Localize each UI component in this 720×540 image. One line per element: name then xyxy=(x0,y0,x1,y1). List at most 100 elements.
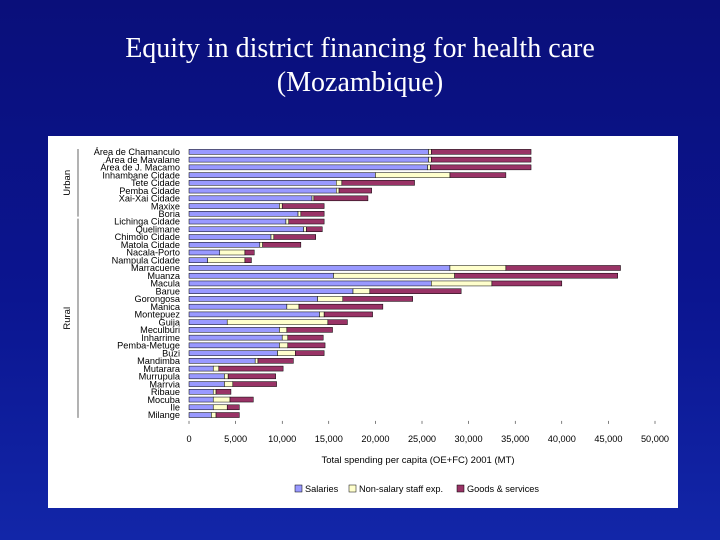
category-label: Área de Mavalane xyxy=(105,155,180,165)
bar-segment-2-row-12 xyxy=(270,234,275,240)
bar-segment-2-row-6 xyxy=(336,187,340,194)
category-label: Quelimane xyxy=(136,224,180,234)
bar-segment-2-row-23 xyxy=(226,319,329,325)
bar-segment-1-row-7 xyxy=(188,195,313,202)
bar-segment-1-row-11 xyxy=(188,226,304,233)
x-tick-label: 5,000 xyxy=(224,434,247,444)
bar-segment-1-row-24 xyxy=(188,327,280,333)
bar-segment-3-row-11 xyxy=(306,226,323,233)
legend-swatch-3 xyxy=(456,484,465,493)
category-label: Guija xyxy=(159,317,181,327)
category-label: Pemba-Metuge xyxy=(117,341,180,351)
bar-segment-2-row-32 xyxy=(212,389,217,395)
legend-label: Salaries xyxy=(305,484,339,494)
bar-segment-2-row-30 xyxy=(224,373,229,380)
bar-segment-3-row-27 xyxy=(295,350,325,356)
category-label: Chimoio Cidade xyxy=(115,232,180,242)
bar-segment-1-row-2 xyxy=(188,156,429,163)
bar-segment-1-row-32 xyxy=(188,389,214,395)
bar-segment-2-row-16 xyxy=(449,265,507,271)
bar-segment-3-row-34 xyxy=(226,404,240,411)
bar-segment-2-row-24 xyxy=(279,327,288,333)
category-label: Maxixe xyxy=(151,201,180,211)
bar-segment-1-row-16 xyxy=(188,265,451,271)
bar-segment-3-row-29 xyxy=(218,365,284,372)
bar-segment-2-row-9 xyxy=(297,211,302,217)
bar-segment-2-row-3 xyxy=(427,164,431,171)
x-tick-label: 40,000 xyxy=(548,434,576,444)
bar-segment-3-row-25 xyxy=(287,334,324,341)
bar-segment-1-row-9 xyxy=(188,211,299,217)
category-label: Tete Cidade xyxy=(131,178,180,188)
bar-segment-3-row-14 xyxy=(244,249,255,256)
bar-segment-2-row-33 xyxy=(212,396,231,403)
bar-segment-1-row-29 xyxy=(188,365,214,372)
category-label: Ile xyxy=(170,402,180,412)
bar-segment-1-row-15 xyxy=(188,257,208,263)
x-axis-title: Total spending per capita (OE+FC) 2001 (… xyxy=(322,455,515,466)
bar-segment-2-row-26 xyxy=(279,342,289,349)
bar-segment-1-row-28 xyxy=(188,358,256,364)
bar-segment-2-row-20 xyxy=(317,296,344,302)
bar-segment-3-row-26 xyxy=(287,342,326,349)
bar-segment-1-row-26 xyxy=(188,342,280,349)
bar-segment-1-row-22 xyxy=(188,311,320,318)
category-label: Área de Chamanculo xyxy=(94,147,180,157)
category-label: Área de J. Macamo xyxy=(100,163,180,173)
bar-segment-3-row-9 xyxy=(300,211,325,217)
bar-segment-1-row-21 xyxy=(188,303,288,310)
bar-segment-1-row-10 xyxy=(188,218,287,225)
category-label: Mutarara xyxy=(143,364,181,374)
legend-label: Non-salary staff exp. xyxy=(359,484,443,494)
category-label: Buzi xyxy=(162,348,180,358)
chart-panel: Área de Chamanculo Área de Mavalane Área d… xyxy=(48,136,678,508)
bar-segment-3-row-23 xyxy=(327,319,348,325)
group-label: Rural xyxy=(62,307,73,330)
category-label: Lichinga Cidade xyxy=(114,217,180,227)
group-label: Urban xyxy=(62,170,73,196)
bar-segment-1-row-4 xyxy=(188,172,376,178)
bar-segment-2-row-22 xyxy=(319,311,325,318)
bar-segment-1-row-19 xyxy=(188,288,354,294)
legend-label: Goods & services xyxy=(467,484,539,494)
bar-segment-1-row-30 xyxy=(188,373,225,380)
bar-segment-3-row-7 xyxy=(313,195,369,202)
bar-segment-3-row-31 xyxy=(232,381,277,387)
bar-segment-2-row-2 xyxy=(428,156,432,163)
bar-segment-2-row-13 xyxy=(259,242,263,248)
bar-segment-1-row-18 xyxy=(188,280,432,287)
bar-segment-1-row-12 xyxy=(188,234,272,240)
category-label: Matola Cidade xyxy=(121,240,180,250)
bar-segment-2-row-21 xyxy=(286,303,300,310)
x-tick-label: 45,000 xyxy=(594,434,622,444)
bar-segment-3-row-35 xyxy=(215,412,240,418)
category-label: Montepuez xyxy=(135,310,181,320)
bar-segment-1-row-25 xyxy=(188,334,283,341)
bar-segment-2-row-34 xyxy=(212,404,228,411)
x-tick-label: 0 xyxy=(186,434,191,444)
x-tick-label: 35,000 xyxy=(501,434,529,444)
bar-segment-1-row-23 xyxy=(188,319,228,325)
slide-title: Equity in district financing for health … xyxy=(40,32,680,100)
category-label: Inhambane Cidade xyxy=(102,170,180,180)
bar-segment-1-row-1 xyxy=(188,149,429,155)
category-label: Mocuba xyxy=(147,395,181,405)
bar-segment-1-row-13 xyxy=(188,242,261,248)
bar-segment-3-row-10 xyxy=(288,218,325,225)
bar-segment-2-row-1 xyxy=(428,149,432,155)
bar-segment-2-row-27 xyxy=(277,350,296,356)
bar-segment-3-row-21 xyxy=(298,303,384,310)
group-labels-layer: Urban Rural xyxy=(62,149,79,418)
legend-swatch-2 xyxy=(348,484,357,493)
x-tick-label: 25,000 xyxy=(408,434,436,444)
bar-segment-2-row-17 xyxy=(333,272,455,279)
category-label: Milange xyxy=(148,410,180,420)
category-label: Mandimba xyxy=(137,356,181,366)
category-label: Nacala-Porto xyxy=(126,248,180,258)
bar-segment-3-row-6 xyxy=(338,187,372,194)
bars-layer xyxy=(188,149,621,418)
bar-segment-2-row-25 xyxy=(281,334,289,341)
category-label: Manica xyxy=(150,302,181,312)
x-tick-label: 10,000 xyxy=(268,434,296,444)
